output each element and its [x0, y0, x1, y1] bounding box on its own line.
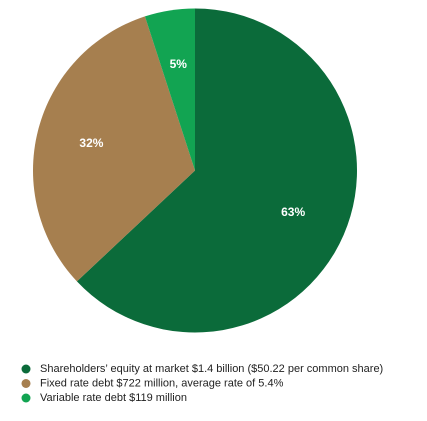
pie-slice — [32, 16, 195, 282]
legend-marker — [21, 364, 31, 374]
legend: Shareholders’ equity at market $1.4 bill… — [21, 363, 383, 404]
slice-label: 32% — [79, 136, 103, 150]
legend-marker — [21, 379, 31, 388]
legend-label: Shareholders’ equity at market $1.4 bill… — [40, 363, 383, 375]
slice-label: 5% — [170, 57, 188, 71]
legend-label: Fixed rate debt $722 million, average ra… — [40, 377, 284, 389]
pie-slice — [76, 8, 357, 333]
slice-label: 63% — [281, 205, 305, 219]
pie-slice — [144, 8, 195, 171]
legend-marker — [21, 393, 31, 403]
legend-label: Variable rate debt $119 million — [40, 392, 187, 404]
pie: 63% 32% 5% — [32, 8, 357, 333]
